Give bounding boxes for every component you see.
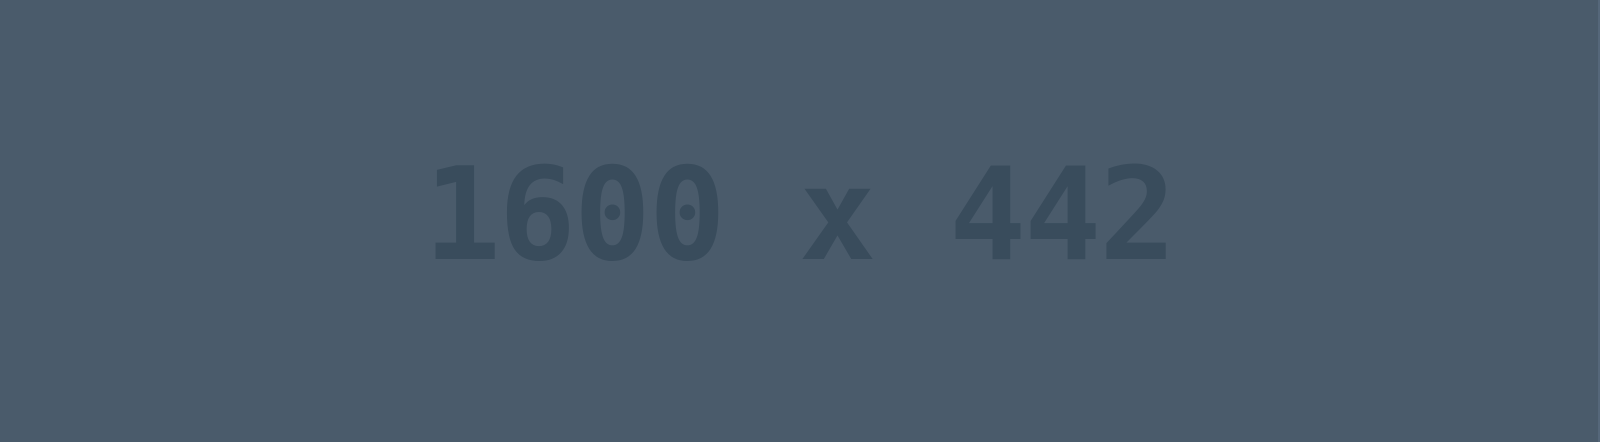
dimension-label: 1600 x 442	[423, 141, 1177, 290]
